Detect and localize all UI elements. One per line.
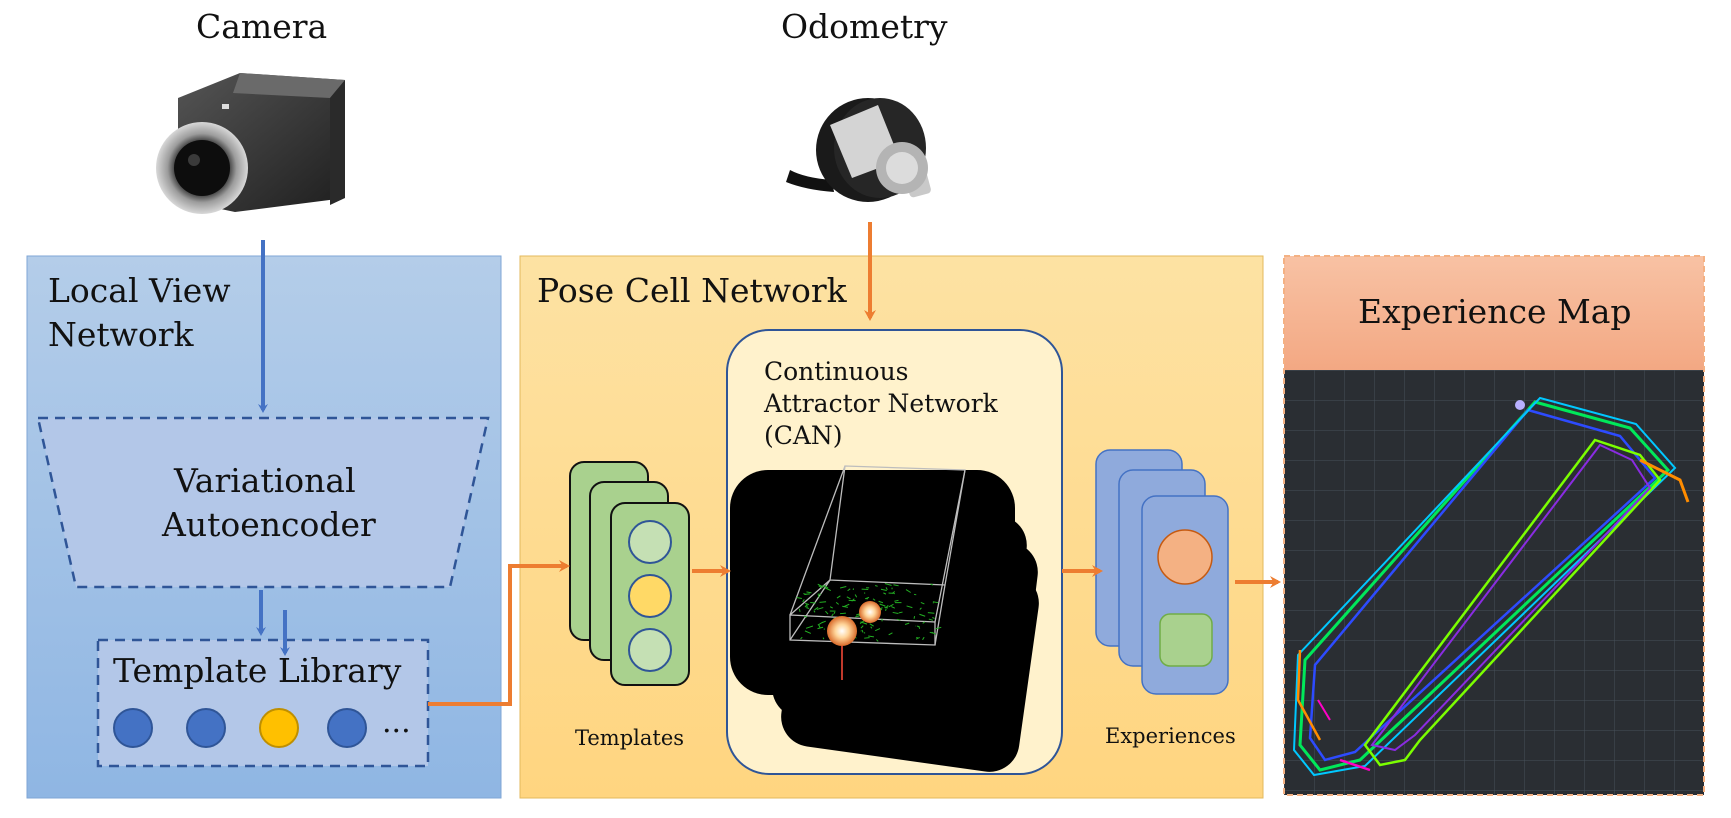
pose-cell-title: Pose Cell Network bbox=[537, 271, 847, 310]
can-label-line1: Continuous bbox=[764, 357, 909, 386]
vae-trapezoid bbox=[36, 416, 490, 589]
template-library-label: Template Library bbox=[113, 651, 402, 690]
camera-image bbox=[156, 73, 345, 214]
experiences-label: Experiences bbox=[1105, 724, 1236, 748]
template-library-box bbox=[96, 638, 430, 768]
vae-label-line2: Autoencoder bbox=[162, 505, 376, 544]
local-view-title-line1: Local View bbox=[48, 271, 231, 310]
experiences-stack bbox=[1095, 449, 1229, 695]
can-visualization bbox=[730, 465, 1039, 772]
library-to-templates-arrow bbox=[428, 560, 570, 706]
experience-map-trajectories bbox=[1292, 396, 1690, 777]
experience-map-header bbox=[1284, 256, 1704, 370]
template-library-circle bbox=[113, 708, 153, 748]
template-library-circles bbox=[113, 708, 367, 748]
local-view-title-line2: Network bbox=[48, 315, 194, 354]
vae-label-line1: Variational bbox=[174, 461, 356, 500]
odometry-image bbox=[786, 98, 931, 202]
can-label-line2: Attractor Network bbox=[764, 389, 998, 418]
template-library-circle bbox=[186, 708, 226, 748]
template-library-circle bbox=[327, 708, 367, 748]
odometry-label: Odometry bbox=[781, 7, 948, 46]
template-library-circle bbox=[259, 708, 299, 748]
templates-stack bbox=[569, 461, 690, 686]
camera-label: Camera bbox=[196, 7, 328, 46]
experience-map-title: Experience Map bbox=[1358, 292, 1632, 331]
can-label-line3: (CAN) bbox=[764, 421, 843, 450]
templates-label: Templates bbox=[575, 726, 685, 750]
library-ellipsis: ... bbox=[382, 705, 411, 740]
